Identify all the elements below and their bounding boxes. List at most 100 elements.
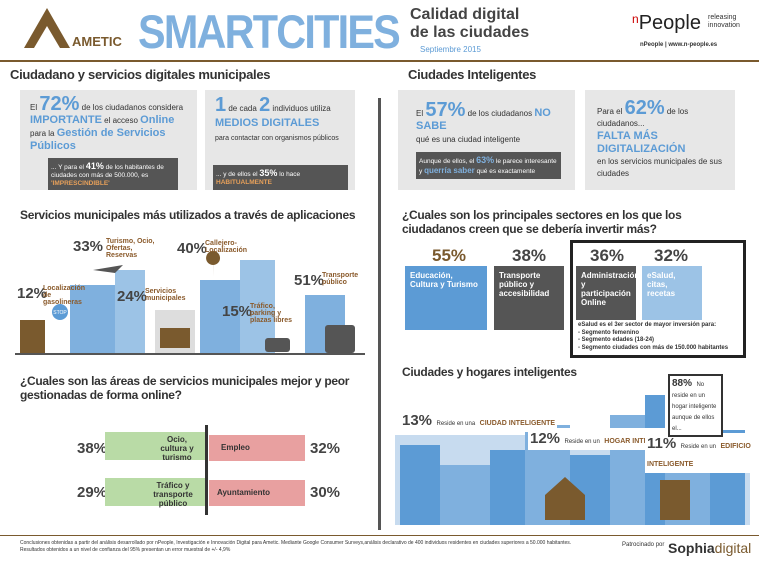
t: Reside en una (436, 421, 476, 427)
title: SMARTCITIES (138, 5, 401, 58)
stat-box: Para el 62% de los ciudadanos... FALTA MÁ… (585, 90, 735, 190)
stat-text: El 57% de los ciudadanos NO SABE qué es u… (416, 100, 571, 146)
app-stat: 12% Localización de gasolineras (17, 285, 85, 306)
best-bar: Ocio, cultura y turismo (105, 432, 205, 462)
stat-box: El 72% de los ciudadanos considera IMPORT… (20, 90, 197, 191)
stat-text: 1 de cada 2 individuos utiliza MEDIOS DIG… (215, 95, 355, 146)
pct: 11% (647, 435, 677, 452)
t: qué es una ciudad inteligente (416, 135, 521, 144)
note-line: - Segmento edades (18-24) (578, 337, 655, 343)
section-heading: Ciudadano y servicios digitales municipa… (10, 67, 271, 82)
t: Aunque de ellos, el (419, 158, 475, 165)
subtitle-line: de las ciudades (410, 24, 530, 41)
tagline: releasing innovation (708, 14, 740, 30)
t: de los ciudadanos considera (81, 103, 184, 112)
t: ... y de ellos el (216, 171, 258, 178)
app-stat: 40% Callejero-Localización (177, 240, 247, 258)
home-stat: 13% Reside en una CIUDAD INTELIGENTE (400, 410, 558, 432)
brand-name: People (638, 12, 701, 34)
sector-box: Administración y participación Online (576, 266, 639, 320)
t: individuos utiliza (272, 104, 331, 113)
label: Servicios municipales (145, 288, 186, 302)
label: HOGAR INTELIGENTE (604, 438, 679, 445)
t: 63% (476, 155, 495, 165)
sponsor-label: Patrocinado por (622, 542, 665, 548)
note: ... y de ellos el 35% lo hace HABITUALME… (213, 165, 348, 190)
footer-line: Conclusiones obtenidas a partir del anál… (20, 540, 572, 546)
sector-box: Transporte público y accesibilidad (494, 266, 564, 330)
note: ... Y para el 41% de los habitantes de c… (48, 158, 178, 191)
pct: 40% (177, 240, 208, 257)
t: qué es exactamente (476, 167, 536, 175)
note-line: - Segmento femenino (578, 329, 640, 336)
t: para contactar con organismos públicos (215, 135, 339, 142)
pct: 51% (294, 272, 325, 289)
t: HABITUALMENTE (216, 178, 272, 186)
pct: 72% (39, 93, 80, 115)
app-stat: 51% Transporte público (294, 272, 358, 290)
pct: 29% (77, 484, 108, 501)
t: NO SABE (416, 107, 551, 132)
t: Reside en un (564, 439, 600, 445)
t: 1 (215, 94, 227, 116)
callout: 88% No reside en un hogar inteligente au… (668, 374, 723, 437)
subtitle-line: Calidad digital (410, 6, 520, 23)
app-stat: 15% Tráfico, parking y plazas libres (222, 303, 292, 324)
app-stat: 33% Turismo, Ocio, Ofertas, Reservas (73, 238, 155, 259)
section-heading: Ciudades y hogares inteligentes (402, 365, 577, 379)
pct: 32% (310, 440, 341, 457)
sector-box: Educación, Cultura y Turismo (405, 266, 487, 330)
label: Localización de gasolineras (43, 285, 86, 306)
highlight-frame (570, 240, 746, 358)
t: El (30, 103, 38, 112)
section-heading: ¿Cuales son los principales sectores en … (402, 208, 682, 236)
pct: 13% (402, 412, 433, 429)
t: MEDIOS DIGITALES (215, 117, 320, 129)
logo-text: AMETIC (72, 34, 122, 49)
pct: 57% (425, 99, 466, 121)
sponsor: Sophiadigital (668, 540, 751, 556)
label: CIUDAD INTELIGENTE (479, 420, 556, 427)
sector-box: eSalud, citas, recetas (642, 266, 702, 320)
label: Transporte público (322, 272, 359, 286)
t: FALTA MÁS DIGITALIZACIÓN (597, 130, 686, 155)
t: de los ciudadanos (467, 109, 533, 118)
sponsor-name: digital (714, 540, 752, 556)
worst-bar: Ayuntamiento (209, 480, 305, 506)
stat-box: El 57% de los ciudadanos NO SABE qué es u… (398, 90, 575, 190)
t: El (416, 109, 424, 118)
t: Online (140, 114, 175, 126)
pct: 88% (672, 378, 693, 389)
t: el acceso (104, 116, 138, 125)
pct: 12% (530, 430, 561, 447)
subtitle: Calidad digital de las ciudades (410, 6, 529, 42)
t: lo hace (279, 171, 301, 178)
pct: 15% (222, 303, 253, 320)
brand: nPeople (632, 12, 701, 35)
label: Tráfico, parking y plazas libres (250, 303, 293, 324)
home-stat: 11% Reside en un EDIFICIO INTELIGENTE (645, 433, 759, 473)
pct: 32% (654, 246, 689, 265)
pct: 33% (73, 238, 104, 255)
axis-divider (205, 425, 208, 515)
t: No reside en un hogar inteligente aunque… (672, 382, 717, 432)
label: Callejero-Localización (205, 240, 248, 254)
t: Para el (597, 107, 623, 116)
section-heading: Servicios municipales más utilizados a t… (20, 208, 356, 222)
t: Gestión de Servicios Públicos (30, 127, 166, 152)
skyline: STOP (15, 251, 365, 355)
best-bar: Tráfico y transporte público (105, 478, 205, 508)
pct: 55% (432, 246, 467, 265)
pct: 38% (512, 246, 547, 265)
stat-text: El 72% de los ciudadanos considera IMPORT… (30, 94, 195, 153)
t: en los servicios municipales de sus ciud… (597, 157, 722, 178)
pct: 38% (77, 440, 108, 457)
brand-initial: n (632, 12, 639, 26)
sponsor-name: Sophia (668, 540, 715, 556)
url: nPeople | www.n-people.es (640, 42, 718, 48)
t: IMPORTANTE (30, 114, 102, 126)
section-heading: Ciudades Inteligentes (408, 67, 537, 82)
t: 'IMPRESCINDIBLE' (51, 179, 110, 187)
t: Reside en un (680, 444, 717, 450)
